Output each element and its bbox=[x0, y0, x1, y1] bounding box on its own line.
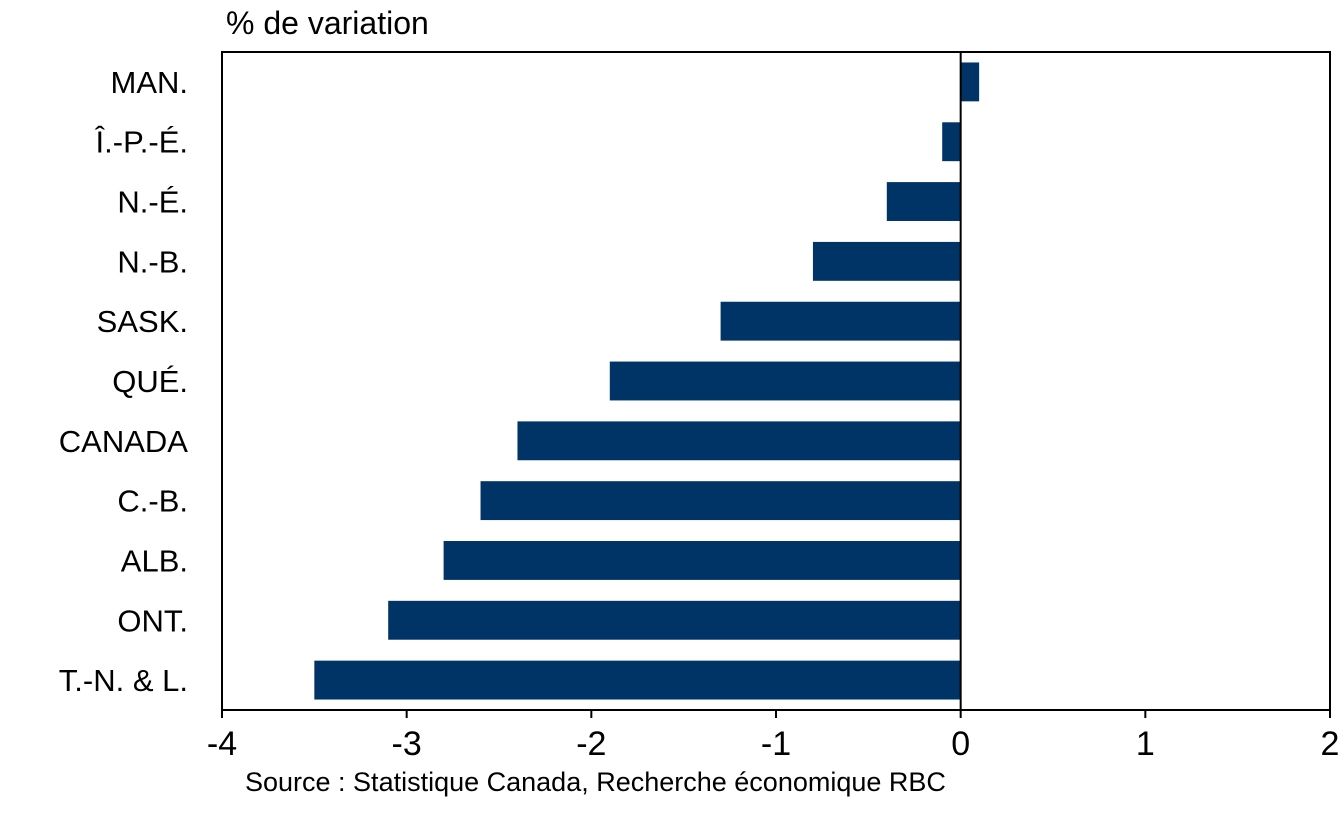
x-tick-label: -4 bbox=[207, 725, 237, 763]
category-label: Î.-P.-É. bbox=[95, 125, 188, 160]
bar bbox=[886, 182, 961, 221]
bar bbox=[942, 122, 961, 162]
x-tick-label: -2 bbox=[576, 725, 606, 763]
x-tick-label: 0 bbox=[951, 725, 970, 763]
bar bbox=[517, 421, 961, 461]
axis-title: % de variation bbox=[226, 5, 429, 41]
bar bbox=[314, 660, 961, 700]
category-label: C.-B. bbox=[117, 484, 188, 519]
bar bbox=[388, 600, 961, 640]
category-label: T.-N. & L. bbox=[59, 663, 188, 698]
bar bbox=[609, 361, 961, 401]
category-labels: MAN. Î.-P.-É. N.-É. N.-B. SASK. QUÉ. CANADA C.-… bbox=[59, 65, 189, 698]
category-label: ONT. bbox=[117, 603, 188, 638]
category-label: CANADA bbox=[59, 424, 189, 459]
bars-group bbox=[314, 62, 980, 700]
bar bbox=[480, 481, 961, 521]
source-note: Source : Statistique Canada, Recherche é… bbox=[245, 767, 946, 797]
bar bbox=[443, 541, 961, 580]
bar bbox=[960, 62, 980, 102]
x-tick-label: -1 bbox=[761, 725, 791, 763]
bar bbox=[812, 241, 961, 281]
category-label: N.-B. bbox=[117, 244, 188, 279]
bar bbox=[720, 301, 961, 341]
x-axis-ticks bbox=[221, 710, 1331, 718]
x-tick-label: 2 bbox=[1321, 725, 1340, 763]
x-tick-label: 1 bbox=[1136, 725, 1155, 763]
category-label: SASK. bbox=[97, 304, 188, 339]
x-axis-tick-labels: -4 -3 -2 -1 0 1 2 bbox=[207, 725, 1340, 763]
x-tick-label: -3 bbox=[392, 725, 422, 763]
category-label: N.-É. bbox=[117, 185, 188, 220]
category-label: QUÉ. bbox=[112, 364, 188, 399]
category-label: ALB. bbox=[121, 543, 188, 578]
category-label: MAN. bbox=[111, 65, 189, 100]
